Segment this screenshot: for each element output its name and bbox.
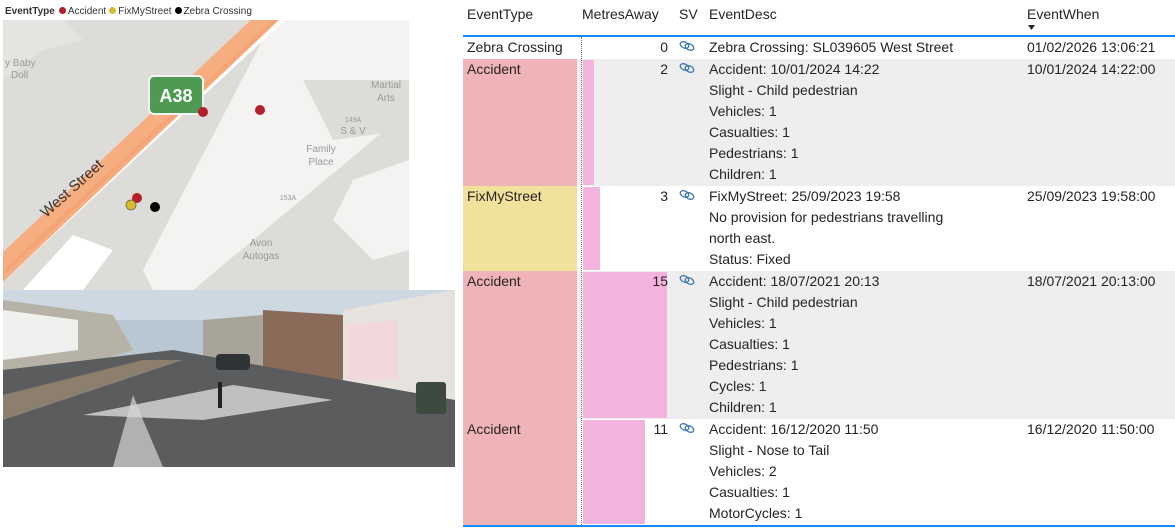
event-type-cell: FixMyStreet <box>463 186 577 271</box>
street-view-image[interactable] <box>3 290 455 467</box>
map-label: Place <box>308 157 333 168</box>
distance-bar <box>583 60 595 185</box>
event-desc-line: Cycles: 1 <box>709 378 767 394</box>
map-label: Autogas <box>243 251 280 262</box>
map-label: Avon <box>250 238 273 249</box>
event-desc-line: Casualties: 1 <box>709 484 790 500</box>
event-when: 25/09/2023 19:58:00 <box>1027 188 1156 204</box>
event-desc-line: Slight - Child pedestrian <box>709 294 858 310</box>
legend-dot <box>58 7 66 14</box>
event-desc-line: Vehicles: 2 <box>709 463 777 479</box>
column-separator <box>581 37 582 525</box>
event-desc-line: Slight - Nose to Tail <box>709 442 830 458</box>
map-label: 149A <box>345 117 362 124</box>
map-label: Arts <box>377 93 395 104</box>
event-desc-line: MotorCycles: 1 <box>709 505 803 521</box>
legend-label: Accident <box>67 6 107 17</box>
event-when: 10/01/2024 14:22:00 <box>1027 61 1156 77</box>
distance-bar <box>583 272 667 418</box>
event-desc-line: No provision for pedestrians travelling <box>709 209 944 225</box>
event-desc-line: Pedestrians: 1 <box>709 357 799 373</box>
event-when: 18/07/2021 20:13:00 <box>1027 273 1156 289</box>
street-view-link[interactable] <box>679 62 695 74</box>
column-header[interactable]: EventDesc <box>709 6 777 22</box>
legend-title: EventType <box>5 6 55 17</box>
event-desc-line: Accident: 18/07/2021 20:13 <box>709 273 880 289</box>
legend-dot <box>109 7 117 14</box>
street-view-link[interactable] <box>679 274 695 286</box>
event-desc-line: Zebra Crossing: SL039605 West Street <box>709 39 954 55</box>
legend-label: Zebra Crossing <box>183 6 252 17</box>
event-type-cell: Accident <box>463 59 577 186</box>
event-desc-line: Status: Fixed <box>709 251 791 267</box>
event-type-cell: Zebra Crossing <box>463 37 577 59</box>
distance-bar <box>583 187 600 270</box>
map-label: 153A <box>280 195 297 202</box>
event-desc-line: north east. <box>709 230 776 246</box>
legend-item[interactable]: FixMyStreet <box>109 6 172 17</box>
metres-away: 2 <box>660 61 668 77</box>
column-header[interactable]: EventType <box>467 6 534 22</box>
map-point[interactable] <box>255 105 265 115</box>
event-desc-line: Children: 1 <box>709 166 777 182</box>
column-header[interactable]: EventWhen <box>1027 6 1100 22</box>
event-desc-line: Slight - Child pedestrian <box>709 82 858 98</box>
event-desc-line: Accident: 10/01/2024 14:22 <box>709 61 880 77</box>
event-desc-line: Children: 1 <box>709 399 777 415</box>
column-header[interactable]: SV <box>679 6 698 22</box>
map-point[interactable] <box>150 202 160 212</box>
map-label: S & V <box>340 126 366 137</box>
map-label: Martial <box>371 80 401 91</box>
road-shield: A38 <box>159 86 192 106</box>
event-desc-line: FixMyStreet: 25/09/2023 19:58 <box>709 188 901 204</box>
column-header[interactable]: MetresAway <box>582 6 659 22</box>
event-desc-line: Vehicles: 1 <box>709 103 777 119</box>
events-table: EventType MetresAway SV EventDesc EventW… <box>463 0 1175 528</box>
map-point[interactable] <box>132 193 142 203</box>
event-desc-line: Vehicles: 1 <box>709 315 777 331</box>
event-desc-line: Casualties: 1 <box>709 124 790 140</box>
metres-away: 3 <box>660 188 668 204</box>
map-point[interactable] <box>125 199 137 211</box>
legend-item[interactable]: Accident <box>58 6 107 17</box>
legend-item[interactable]: Zebra Crossing <box>174 6 252 17</box>
legend-label: FixMyStreet <box>118 6 172 17</box>
table-bottom-line <box>463 525 1175 527</box>
street-view-link[interactable] <box>679 40 695 52</box>
metres-away: 15 <box>652 273 668 289</box>
event-desc-line: Pedestrians: 1 <box>709 145 799 161</box>
map-label: Doll <box>11 70 28 81</box>
map-label: y Baby <box>5 58 36 69</box>
event-type-cell: Accident <box>463 271 577 419</box>
row-background <box>463 37 1175 59</box>
metres-away: 11 <box>653 421 668 437</box>
map-label: Family <box>306 144 335 155</box>
map-legend: EventType Accident FixMyStreet Zebra Crossi… <box>5 6 255 17</box>
legend-dot <box>174 7 182 14</box>
event-when: 01/02/2026 13:06:21 <box>1027 39 1156 55</box>
header-underline <box>463 35 1175 37</box>
event-desc-line: Accident: 16/12/2020 11:50 <box>709 421 879 437</box>
event-when: 16/12/2020 11:50:00 <box>1027 421 1155 437</box>
metres-away: 0 <box>660 39 668 55</box>
map-point[interactable] <box>198 107 208 117</box>
map: A38 West Street y Baby Doll Martial Arts… <box>3 20 409 290</box>
street-view-link[interactable] <box>679 189 695 201</box>
event-type-cell: Accident <box>463 419 577 525</box>
street-view-link[interactable] <box>679 422 695 434</box>
sort-arrow[interactable] <box>1027 25 1037 31</box>
distance-bar <box>583 420 645 524</box>
event-desc-line: Casualties: 1 <box>709 336 790 352</box>
